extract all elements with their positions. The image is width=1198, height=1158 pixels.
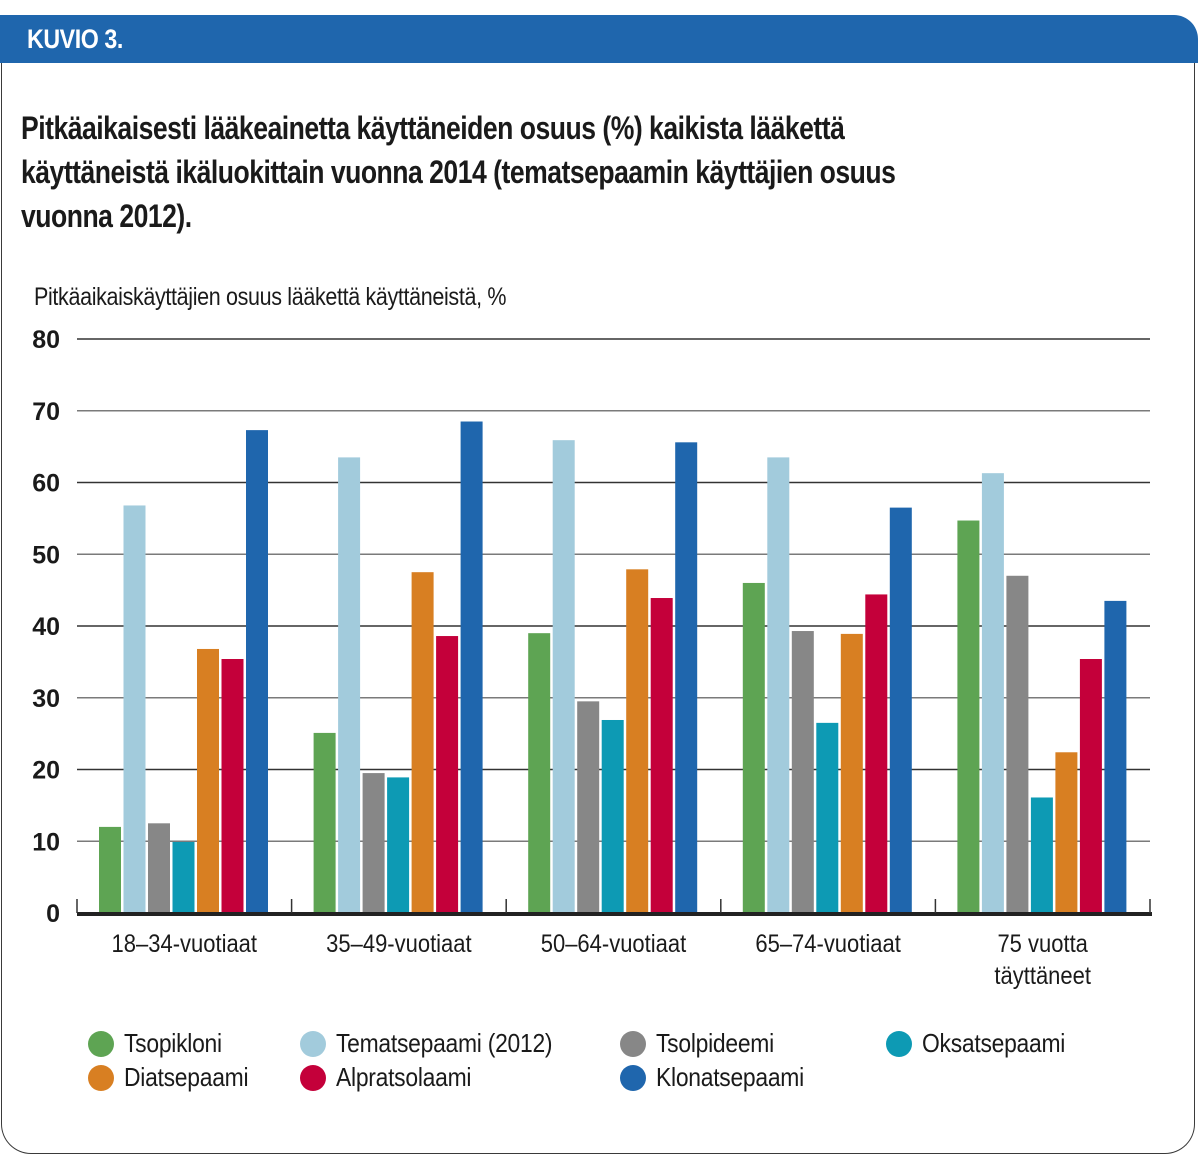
bar [1030, 797, 1053, 913]
bar [221, 659, 244, 913]
bar [626, 569, 649, 913]
legend-item: Oksatsepaami [886, 1028, 1085, 1059]
legend-label: Alpratsolaami [336, 1062, 472, 1092]
legend-label: Klonatsepaami [656, 1062, 804, 1092]
bar [840, 633, 863, 913]
legend-item: Tematsepaami (2012) [300, 1028, 582, 1059]
bar [246, 430, 268, 913]
x-category-label: 65–74-vuotiaat [755, 930, 901, 958]
y-tick-label: 60 [32, 470, 60, 498]
bar [338, 457, 361, 913]
bar [650, 598, 673, 913]
x-category-label: 75 vuotta [997, 930, 1088, 958]
bar [767, 457, 790, 913]
y-tick-label: 30 [32, 685, 60, 713]
bar [123, 505, 146, 913]
figure-frame [1, 15, 1195, 1154]
bar [528, 633, 551, 913]
bar [791, 631, 814, 913]
bar [1104, 600, 1127, 913]
y-axis-label: Pitkäaikaiskäyttäjien osuus lääkettä käy… [34, 283, 507, 311]
bar [362, 773, 385, 913]
bar [1079, 659, 1102, 913]
legend-color-swatch [88, 1030, 114, 1057]
x-category-label: 35–49-vuotiaat [326, 930, 472, 958]
bar [172, 841, 195, 913]
chart-title-line: käyttäneistä ikäluokittain vuonna 2014 (… [21, 154, 896, 190]
bar [981, 473, 1004, 913]
legend-item: Diatsepaami [88, 1062, 265, 1093]
bar [197, 648, 219, 913]
legend-item: Tsolpideemi [620, 1028, 790, 1059]
legend-color-swatch [886, 1030, 912, 1057]
bar [460, 421, 483, 913]
figure-number: KUVIO 3. [27, 24, 123, 54]
legend-label: Tematsepaami (2012) [336, 1028, 553, 1058]
bar [1006, 575, 1029, 913]
bar [577, 701, 600, 913]
bar-chart: 0 10 20 30 40 50 60 70 80 18–34-vuotiaat 35–49-vuo… [32, 326, 1152, 990]
bar [436, 636, 459, 913]
legend-label: Oksatsepaami [922, 1028, 1066, 1058]
bar [552, 440, 575, 913]
bar [411, 572, 434, 913]
legend-color-swatch [620, 1064, 646, 1091]
figure-header-bar: KUVIO 3. [0, 15, 1198, 63]
y-tick-label: 10 [32, 828, 60, 856]
y-tick-label: 50 [32, 541, 60, 569]
legend-label: Diatsepaami [124, 1062, 249, 1092]
y-tick-label: 70 [32, 398, 60, 426]
legend-item: Tsopikloni [88, 1028, 235, 1059]
bar [889, 507, 912, 913]
legend-color-swatch [300, 1030, 326, 1057]
legend-color-swatch [300, 1064, 326, 1091]
bar [865, 594, 888, 913]
x-category-label: 50–64-vuotiaat [541, 930, 687, 958]
y-tick-label: 20 [32, 757, 60, 785]
y-tick-label: 40 [32, 613, 60, 641]
bar [601, 719, 624, 913]
y-tick-label: 80 [32, 326, 60, 354]
bar [99, 826, 121, 913]
y-tick-label: 0 [46, 900, 60, 928]
bar [148, 823, 170, 913]
bar [675, 442, 698, 913]
legend-color-swatch [88, 1064, 114, 1091]
legend-color-swatch [620, 1030, 646, 1057]
chart-title-line: Pitkäaikaisesti lääkeainetta käyttäneide… [21, 110, 845, 146]
chart-title: Pitkäaikaisesti lääkeainetta käyttäneide… [21, 106, 1166, 238]
legend-item: Alpratsolaami [300, 1062, 490, 1093]
legend-label: Tsolpideemi [656, 1028, 774, 1058]
bar [387, 777, 410, 913]
x-category-label: 18–34-vuotiaat [112, 930, 258, 958]
bar [816, 722, 839, 913]
x-category-label: täyttäneet [994, 962, 1091, 990]
bar [1055, 752, 1078, 913]
bar [742, 582, 765, 913]
chart-title-line: vuonna 2012). [21, 198, 192, 234]
bar [313, 732, 336, 913]
legend-item: Klonatsepaami [620, 1062, 824, 1093]
bar [957, 520, 980, 913]
legend-label: Tsopikloni [124, 1028, 222, 1058]
